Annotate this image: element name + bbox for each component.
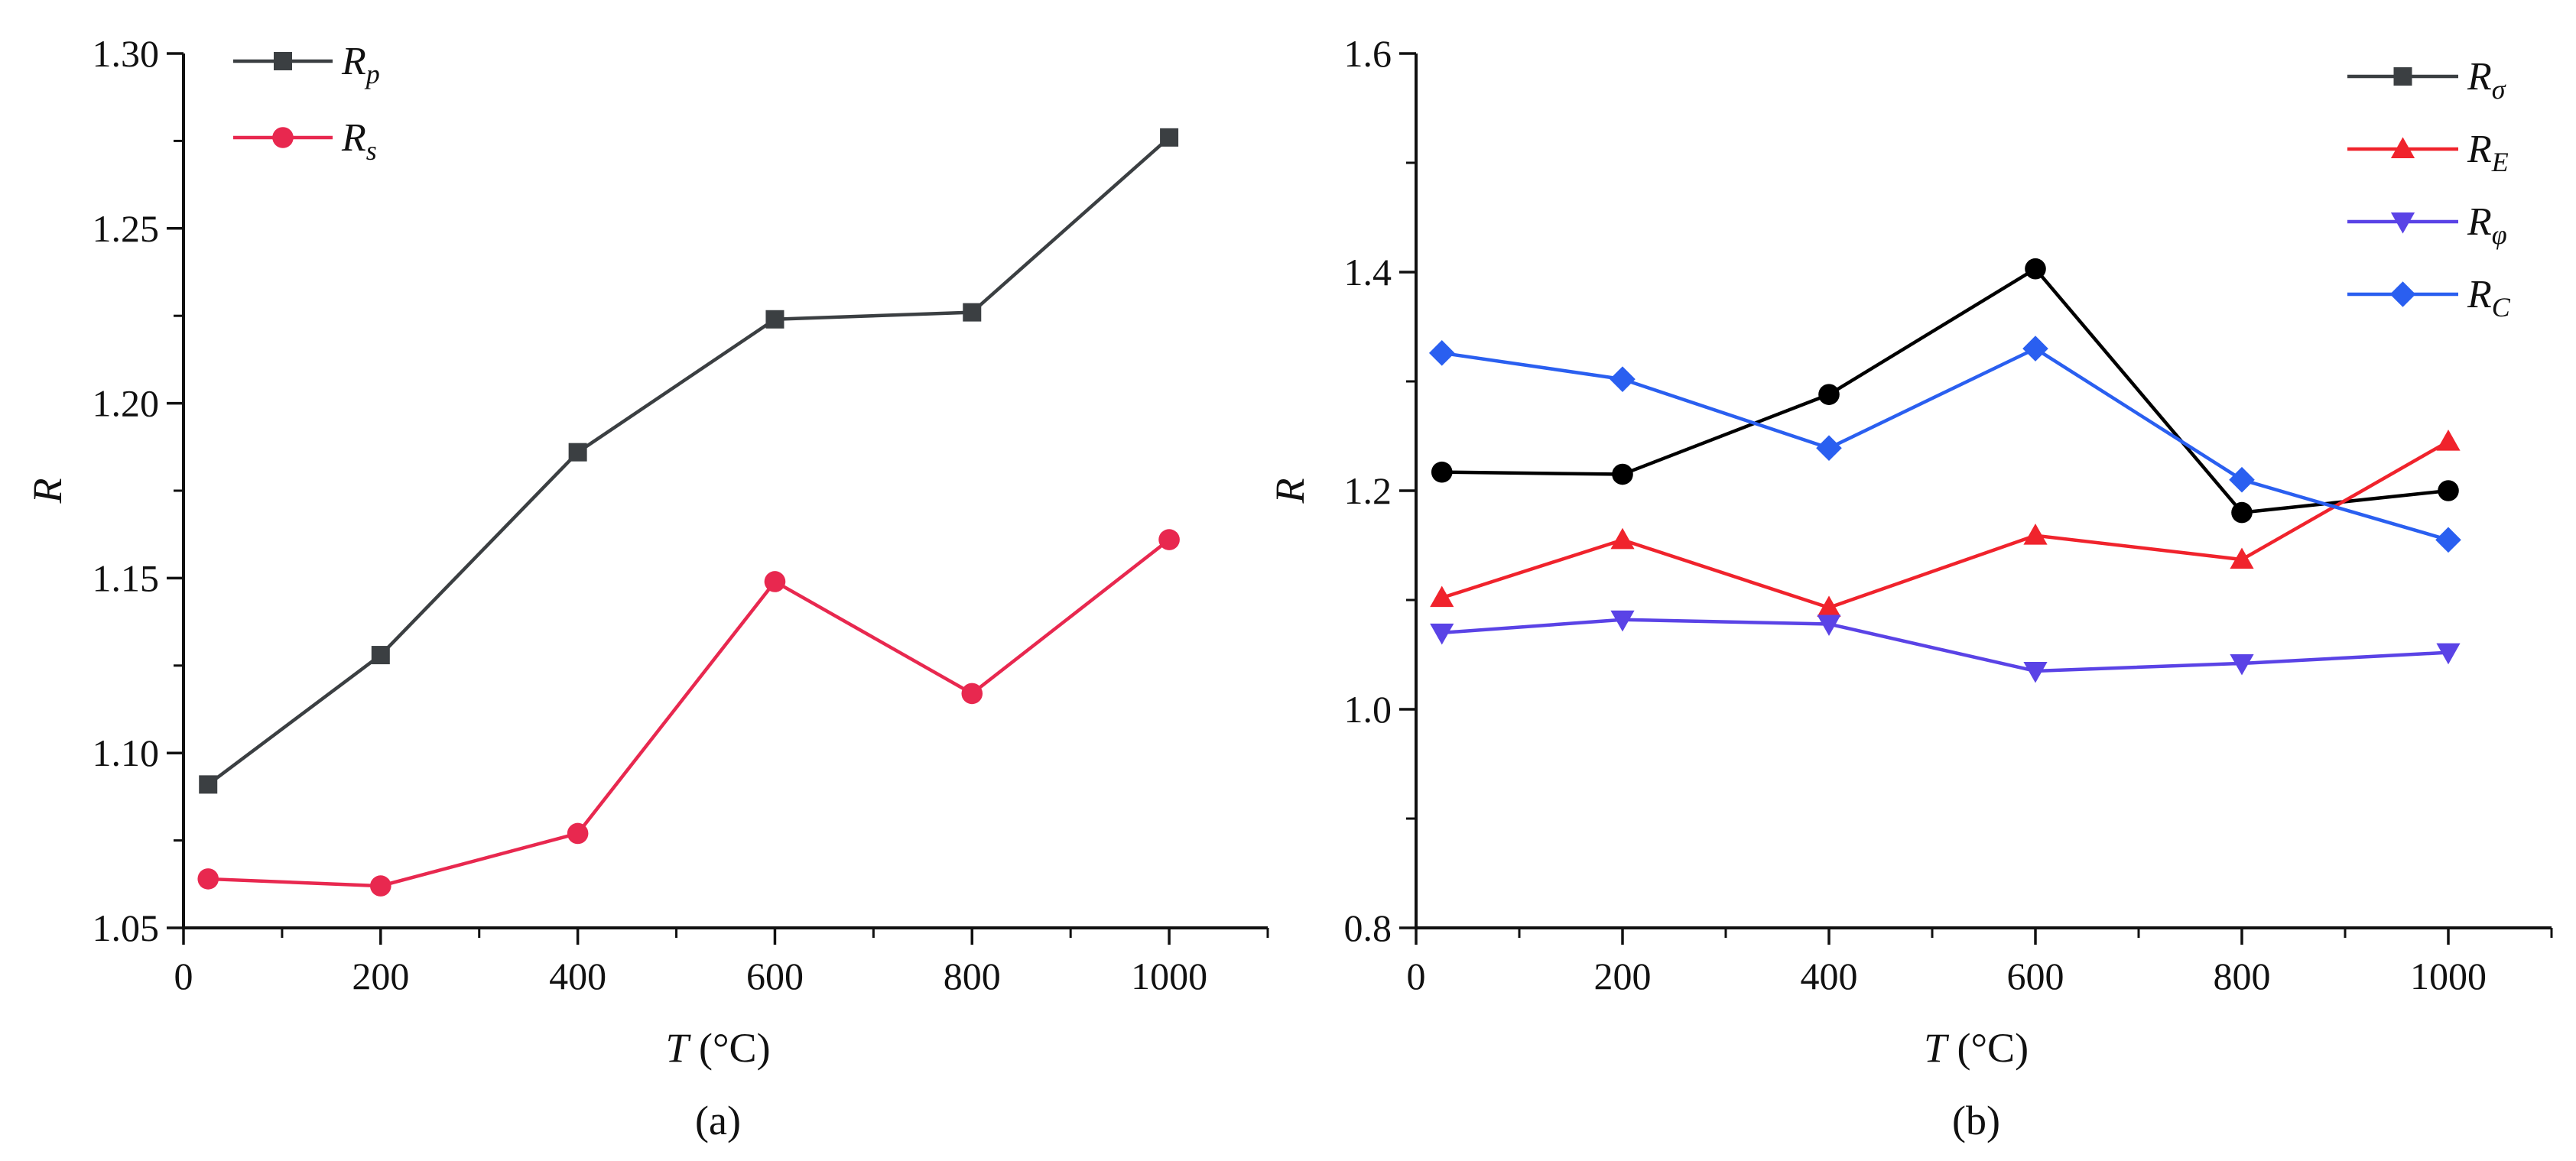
x-tick-label: 400 xyxy=(549,955,606,997)
panel-label: (b) xyxy=(1952,1098,2000,1143)
data-point-Rp xyxy=(1160,128,1179,147)
y-tick-label: 1.05 xyxy=(93,906,160,949)
x-tick-label: 600 xyxy=(2007,955,2064,997)
panel-a-chart: 0 200 400 600 800 1000 1.05 1.10 1.15 1.20 1.25 1.3… xyxy=(24,32,1269,1143)
legend-marker-Rφ xyxy=(2390,212,2415,234)
y-tick-label: 1.20 xyxy=(93,382,160,425)
data-point-Rφ xyxy=(2023,661,2048,683)
data-point-RC xyxy=(1816,435,1842,462)
x-axis-title: T (°C) xyxy=(1924,1025,2029,1071)
y-tick-label: 1.30 xyxy=(93,32,160,75)
data-point-Rφ xyxy=(1430,623,1454,645)
data-point-Rp xyxy=(963,303,982,322)
data-point-RE xyxy=(2230,547,2254,569)
y-tick-label: 1.15 xyxy=(93,556,160,599)
data-point-RE xyxy=(1817,595,1841,618)
data-point-Rp xyxy=(568,443,587,462)
data-point-Rp xyxy=(371,646,390,665)
data-point-RC xyxy=(1428,340,1455,366)
data-point-Rs xyxy=(567,822,589,845)
x-tick-label: 600 xyxy=(746,955,804,997)
x-tick-label: 1000 xyxy=(1131,955,1207,997)
y-tick-label: 1.4 xyxy=(1344,251,1392,293)
data-point-Rσ xyxy=(2438,480,2459,501)
x-tick-label: 400 xyxy=(1801,955,1858,997)
x-tick-label: 0 xyxy=(174,955,193,997)
x-tick-label: 800 xyxy=(2214,955,2271,997)
series-line-Rφ xyxy=(1441,618,2449,673)
data-point-RC xyxy=(2022,336,2048,362)
panel-label: (a) xyxy=(695,1098,741,1143)
data-point-Rs xyxy=(764,571,786,592)
legend-label-RE: RE xyxy=(2467,128,2509,177)
data-point-Rσ xyxy=(2025,258,2046,280)
y-tick-label: 1.6 xyxy=(1344,32,1392,75)
legend-label-RC: RC xyxy=(2467,273,2511,323)
data-point-Rp xyxy=(199,775,218,794)
data-point-RE xyxy=(2436,430,2461,451)
data-point-Rφ xyxy=(1610,610,1635,632)
y-tick-label: 1.10 xyxy=(93,731,160,774)
x-tick-label: 200 xyxy=(1594,955,1652,997)
data-point-Rφ xyxy=(2436,643,2461,665)
legend-label-Rφ: Rφ xyxy=(2467,200,2507,250)
data-point-Rφ xyxy=(2230,653,2254,676)
legend-marker-Rσ xyxy=(2393,67,2412,86)
legend-marker-Rs xyxy=(272,127,294,148)
data-point-Rσ xyxy=(1818,384,1840,405)
data-point-Rs xyxy=(1158,529,1180,550)
y-axis-title: R xyxy=(1267,478,1313,504)
legend-label-Rs: Rs xyxy=(341,116,377,166)
x-tick-label: 0 xyxy=(1407,955,1426,997)
y-tick-label: 1.0 xyxy=(1344,688,1392,731)
y-axis-title: R xyxy=(24,478,70,504)
y-tick-label: 0.8 xyxy=(1344,906,1392,949)
x-tick-label: 800 xyxy=(944,955,1001,997)
series-line-RC xyxy=(1441,346,2449,542)
series-line-RE xyxy=(1441,439,2450,610)
y-tick-label: 1.2 xyxy=(1344,469,1392,512)
data-point-RC xyxy=(1610,366,1636,392)
data-point-Rs xyxy=(197,868,219,890)
data-point-Rσ xyxy=(2231,501,2253,524)
data-point-Rσ xyxy=(1612,463,1633,485)
data-point-Rs xyxy=(370,875,391,897)
legend-marker-RE xyxy=(2390,137,2415,158)
data-point-RC xyxy=(2435,527,2461,553)
panel-b-chart: 0 200 400 600 800 1000 0.8 1.0 1.2 1.4 1.6 T (°C) R (… xyxy=(1267,32,2553,1143)
legend-marker-Rp xyxy=(274,52,292,70)
x-axis-title: T (°C) xyxy=(665,1025,770,1071)
data-point-Rσ xyxy=(1431,461,1453,483)
y-tick-label: 1.25 xyxy=(93,207,160,250)
series-line-Rp xyxy=(206,136,1171,786)
x-tick-label: 1000 xyxy=(2410,955,2487,997)
legend-marker-RC xyxy=(2389,281,2416,307)
data-point-RE xyxy=(2023,524,2048,545)
series-line-Rs xyxy=(208,538,1171,888)
x-tick-label: 200 xyxy=(352,955,409,997)
data-point-Rs xyxy=(961,683,983,705)
legend-label-Rσ: Rσ xyxy=(2467,55,2506,105)
data-point-RC xyxy=(2229,466,2255,493)
data-point-Rφ xyxy=(1817,615,1841,637)
legend-label-Rp: Rp xyxy=(341,40,380,89)
data-point-RE xyxy=(1610,527,1635,550)
series-line-Rσ xyxy=(1441,267,2449,514)
data-point-RE xyxy=(1430,585,1454,608)
data-point-Rp xyxy=(765,310,784,329)
